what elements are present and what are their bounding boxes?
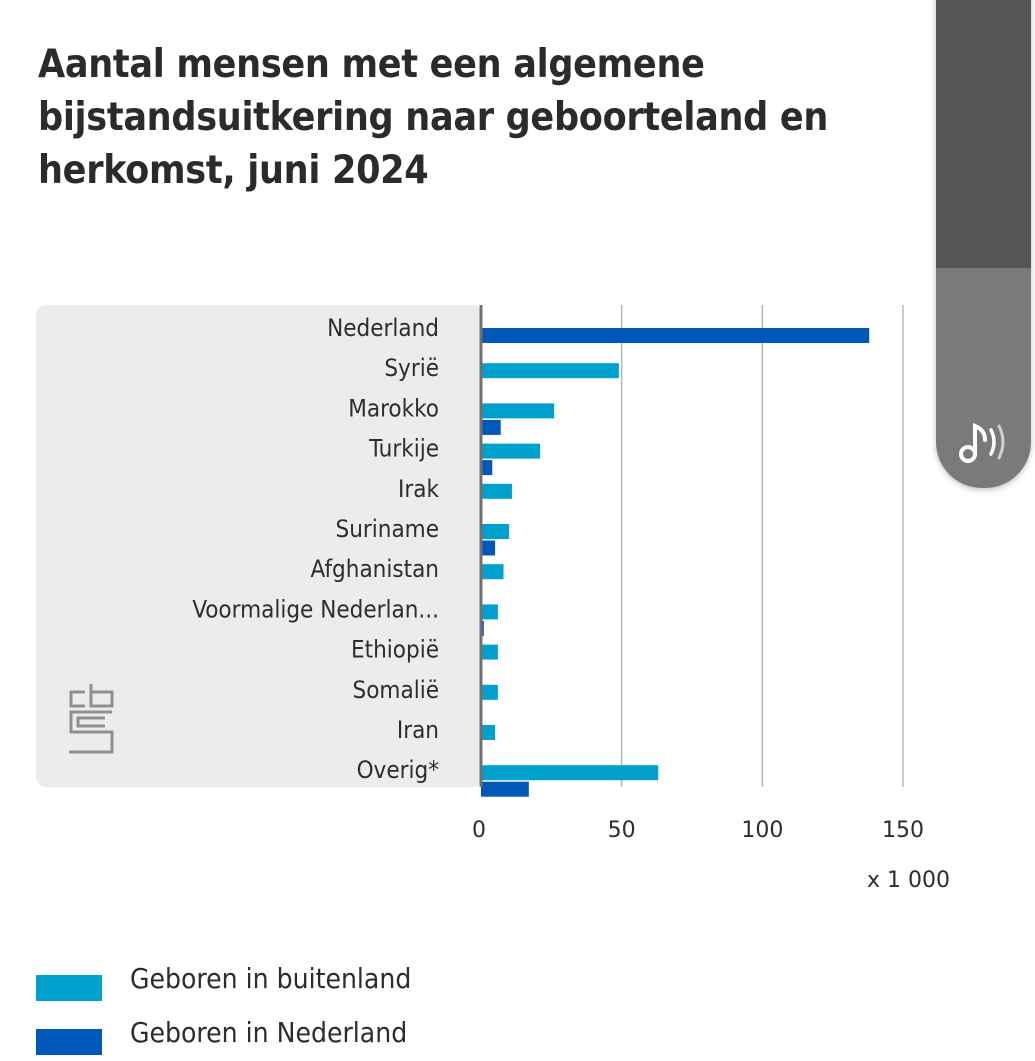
category-label: Iran [397, 716, 439, 744]
category-label: Overig* [357, 756, 440, 784]
legend-label-buitenland: Geboren in buitenland [130, 962, 412, 995]
x-tick-label-150: 150 [882, 818, 924, 843]
category-label: Afghanistan [311, 555, 439, 583]
bar-buitenland [481, 524, 510, 539]
bar-buitenland [481, 684, 498, 700]
bar-nederland [481, 540, 496, 556]
bar-buitenland [481, 564, 504, 580]
bar-buitenland [481, 363, 619, 379]
chart-title: Aantal mensen met een algemene bijstands… [38, 42, 829, 193]
bars [481, 328, 870, 797]
bar-buitenland [481, 725, 496, 740]
x-tick-label-100: 100 [741, 818, 783, 843]
legend-swatch-nederland [36, 1029, 102, 1055]
label-panel [36, 305, 482, 787]
legend-item-nederland: Geboren in Nederland [36, 1016, 556, 1056]
gridlines [620, 305, 904, 787]
bar-nederland [481, 460, 493, 476]
bar-buitenland [481, 765, 659, 781]
bar-buitenland [481, 403, 555, 419]
category-label: Voormalige Nederlan... [192, 595, 439, 623]
category-label: Ethiopië [351, 636, 439, 664]
bar-nederland [481, 328, 870, 343]
x-axis-ticks: 0 50 100 150 [472, 818, 924, 843]
category-labels: Nederland Syrië Marokko Turkije Irak Suriname… [192, 314, 439, 784]
category-label: Turkije [368, 435, 439, 463]
legend-label-nederland: Geboren in Nederland [130, 1016, 408, 1049]
bar-buitenland [481, 443, 541, 459]
x-axis-unit-label: x 1 000 [867, 868, 950, 893]
scrollbar[interactable] [936, 0, 1031, 488]
scrollbar-thumb[interactable] [936, 0, 1031, 268]
category-label: Irak [398, 475, 439, 503]
cbs-logo-icon [69, 684, 114, 754]
bar-buitenland [481, 483, 512, 499]
category-label: Nederland [327, 314, 439, 342]
legend-item-buitenland: Geboren in buitenland [36, 962, 556, 1002]
bar-buitenland [481, 604, 498, 620]
category-label: Syrië [384, 354, 439, 382]
category-label: Somalië [353, 676, 439, 704]
legend-swatch-buitenland [36, 975, 102, 1001]
bar-nederland [481, 781, 529, 797]
x-tick-label-50: 50 [608, 818, 636, 843]
category-label: Suriname [335, 515, 439, 543]
x-tick-label-0: 0 [472, 818, 486, 843]
audio-speaker-icon[interactable] [955, 420, 1007, 466]
bar-chart: Nederland Syrië Marokko Turkije Irak Suriname… [36, 305, 950, 893]
category-label: Marokko [348, 394, 439, 422]
bar-nederland [481, 419, 501, 435]
bar-buitenland [481, 644, 498, 660]
